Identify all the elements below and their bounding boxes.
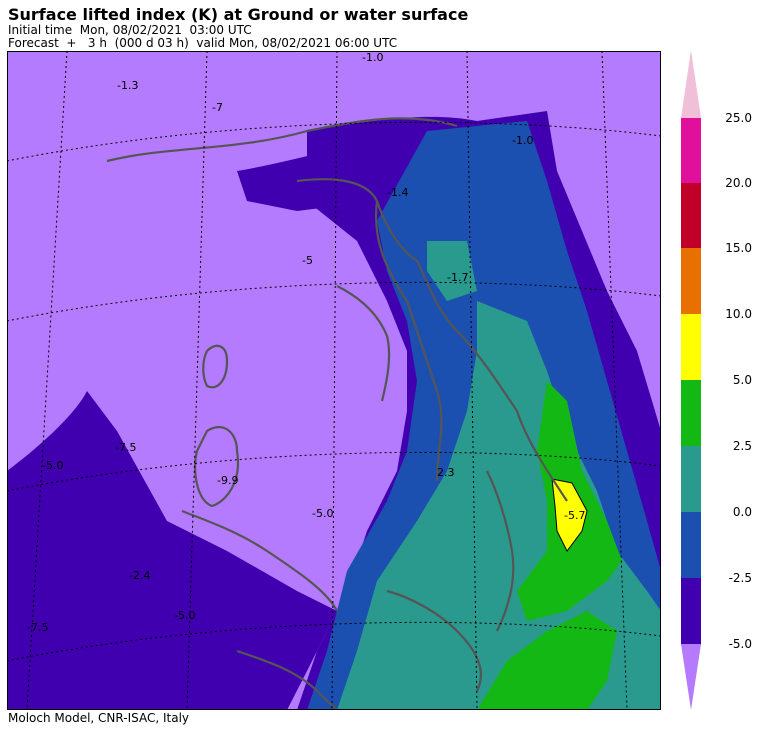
map-frame: [7, 51, 661, 710]
colorbar-swatch-20-25: [681, 118, 701, 183]
colorbar-swatch-5-10: [681, 314, 701, 380]
contour-label: 2.3: [437, 466, 455, 479]
contour-label: -5.0: [174, 609, 195, 622]
zone-dark-violet-south: [7, 391, 337, 710]
colorbar-tick-label: 15.0: [725, 241, 752, 255]
contour-label: -1.0: [512, 134, 533, 147]
colorbar-swatch-15-20: [681, 183, 701, 248]
contour-label: -5.0: [42, 459, 63, 472]
map-svg: -1.0 -1.3 -7 -1.4 -1.7 -5 -1.0 -7.5 -5.0…: [7, 51, 661, 710]
zone-yellow: [551, 478, 588, 552]
contour-label: -5.7: [564, 509, 585, 522]
contour-label: -7.5: [27, 621, 48, 634]
colorbar-tick-label: -5.0: [729, 637, 752, 651]
contour-label: -9.9: [217, 474, 238, 487]
colorbar-swatch-2.5-5: [681, 380, 701, 446]
contour-label: -1.3: [117, 79, 138, 92]
map-title: Surface lifted index (K) at Ground or wa…: [8, 5, 469, 24]
colorbar-swatch-10-15: [681, 248, 701, 314]
forecast-time: Forecast + 3 h (000 d 03 h) valid Mon, 0…: [8, 36, 398, 50]
colorbar-tick-label: 10.0: [725, 307, 752, 321]
colorbar-tick-label: 25.0: [725, 111, 752, 125]
contour-label: -2.4: [129, 569, 150, 582]
zone-green-south: [477, 611, 617, 710]
colorbar-tick-label: 20.0: [725, 176, 752, 190]
lifted-index-map: -1.0 -1.3 -7 -1.4 -1.7 -5 -1.0 -7.5 -5.0…: [7, 51, 661, 710]
colorbar-swatch-0-2.5: [681, 446, 701, 512]
zone-teal: [337, 301, 661, 710]
contour-label: -7.5: [115, 441, 136, 454]
coastlines: [106, 117, 568, 710]
colorbar-tick-label: 5.0: [733, 373, 752, 387]
zone-teal-north: [427, 241, 477, 301]
contour-label: -1.4: [387, 186, 408, 199]
contour-label: -1.0: [362, 51, 383, 64]
contour-label: -7: [212, 101, 223, 114]
contour-label: -5: [302, 254, 313, 267]
initial-time: Initial time Mon, 08/02/2021 03:00 UTC: [8, 23, 252, 37]
colorbar-tick-label: -2.5: [729, 571, 752, 585]
contour-label: -5.0: [312, 507, 333, 520]
contour-label: -1.7: [447, 271, 468, 284]
colorbar-bottom-arrow: [681, 644, 701, 710]
colorbar-swatch-minus2.5-0: [681, 512, 701, 578]
colorbar-top-arrow: [681, 50, 701, 118]
colorbar-svg: 25.0 20.0 15.0 10.0 5.0 2.5 0.0 -2.5 -5.…: [681, 50, 752, 710]
colorbar: 25.0 20.0 15.0 10.0 5.0 2.5 0.0 -2.5 -5.…: [676, 50, 760, 710]
colorbar-swatch-minus5-minus2.5: [681, 578, 701, 644]
graticule: [7, 51, 661, 710]
colorbar-tick-label: 0.0: [733, 505, 752, 519]
model-credit: Moloch Model, CNR-ISAC, Italy: [8, 711, 190, 725]
colorbar-tick-label: 2.5: [733, 439, 752, 453]
